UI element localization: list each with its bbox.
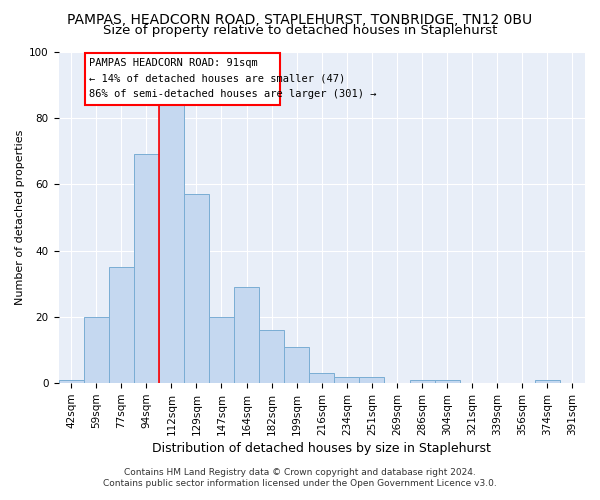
Bar [334, 376, 359, 383]
Bar [259, 330, 284, 383]
Text: PAMPAS HEADCORN ROAD: 91sqm: PAMPAS HEADCORN ROAD: 91sqm [89, 58, 257, 68]
Bar [535, 380, 560, 383]
Bar [410, 380, 434, 383]
Bar [284, 346, 309, 383]
Bar [184, 194, 209, 383]
Bar [359, 376, 385, 383]
Bar [434, 380, 460, 383]
Bar [159, 104, 184, 383]
Bar [59, 380, 83, 383]
Bar [209, 317, 234, 383]
Bar [309, 374, 334, 383]
Bar [83, 317, 109, 383]
Text: ← 14% of detached houses are smaller (47): ← 14% of detached houses are smaller (47… [89, 74, 345, 84]
Bar [234, 287, 259, 383]
Text: PAMPAS, HEADCORN ROAD, STAPLEHURST, TONBRIDGE, TN12 0BU: PAMPAS, HEADCORN ROAD, STAPLEHURST, TONB… [67, 12, 533, 26]
Bar [109, 267, 134, 383]
Text: Contains HM Land Registry data © Crown copyright and database right 2024.
Contai: Contains HM Land Registry data © Crown c… [103, 468, 497, 487]
Text: 86% of semi-detached houses are larger (301) →: 86% of semi-detached houses are larger (… [89, 89, 376, 99]
Bar [134, 154, 159, 383]
Y-axis label: Number of detached properties: Number of detached properties [15, 130, 25, 305]
X-axis label: Distribution of detached houses by size in Staplehurst: Distribution of detached houses by size … [152, 442, 491, 455]
Text: Size of property relative to detached houses in Staplehurst: Size of property relative to detached ho… [103, 24, 497, 37]
Bar [85, 53, 280, 104]
